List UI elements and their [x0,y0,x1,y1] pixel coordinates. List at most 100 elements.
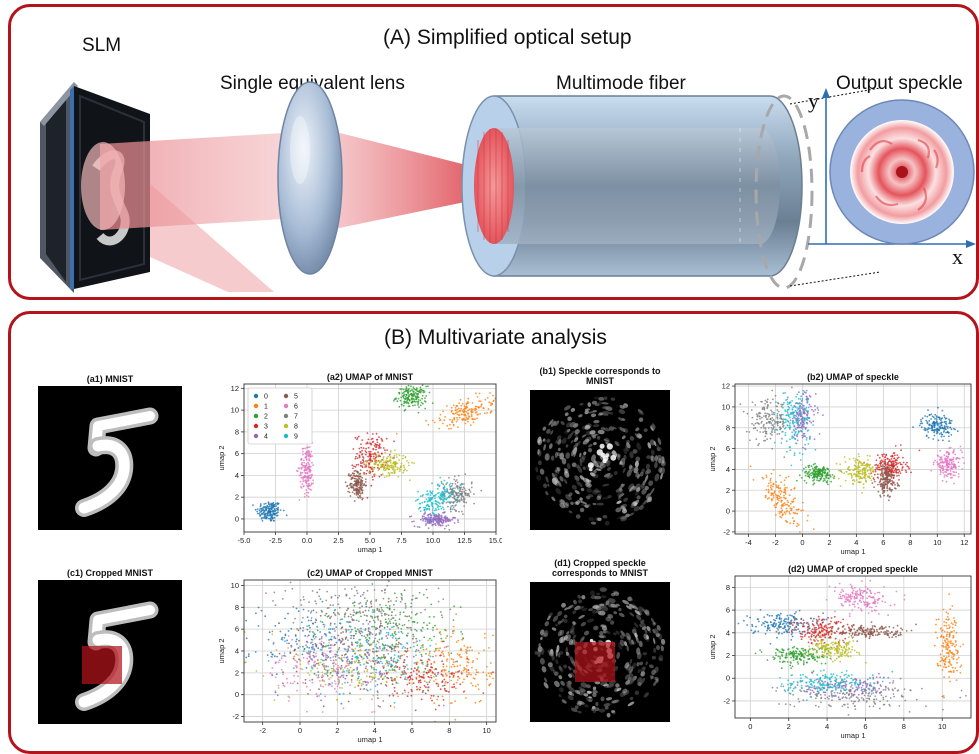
c2-point [359,664,362,666]
b2-point [875,467,878,469]
b2-point [894,461,897,464]
b2-point [891,473,893,476]
b2-point [924,429,927,432]
c2-xtick-label: 8 [447,726,451,735]
a2-point [465,405,468,408]
a2-point [415,387,418,390]
b2-point [808,470,810,473]
b2-point [889,466,892,469]
b2-point [764,439,767,442]
a2-point [461,490,463,493]
c2-point [414,628,416,631]
a2-point [448,494,451,497]
b2-point [943,435,945,438]
b2-point [853,480,856,482]
a2-point [367,464,370,467]
a2-point [436,484,439,487]
b2-point [950,419,953,422]
c2-point [439,688,442,691]
c2-point [350,616,353,618]
a2-point [435,493,437,496]
c2-point [465,670,468,673]
a2-point [480,405,482,408]
c2-point [306,635,309,638]
c2-point [350,679,353,681]
c2-point [459,606,462,608]
b2-point [886,481,889,484]
b2-point [852,457,855,460]
b2-point [868,472,870,475]
c2-point [311,590,314,592]
c2-point [422,644,424,646]
a2-point [453,475,456,478]
c2-point [333,665,335,667]
b2-point [812,476,815,478]
b2-point [891,484,894,486]
b2-ytick-label: 8 [726,423,730,432]
a2-point [415,398,417,401]
c2-point [313,648,315,650]
a2-point [463,407,466,410]
c2-point [371,633,374,636]
b2-point [824,475,827,477]
a2-legend-label: 1 [264,404,268,411]
a2-point [465,411,468,413]
a2-point [430,520,432,523]
a2-point [424,407,427,410]
b2-point [952,464,955,467]
c2-point [357,677,360,680]
c2-point [287,630,290,632]
b2-point [871,467,874,469]
b2-point [954,466,956,469]
c2-point [422,689,425,692]
b2-point [940,461,942,464]
c2-point [387,618,390,620]
a2-point [464,414,467,417]
c2-point [380,674,383,677]
a2-point [469,424,472,427]
c2-point [342,631,344,633]
b2-point [884,456,887,458]
a2-point [361,462,364,464]
c2-point [312,635,315,638]
a2-point [459,488,462,491]
a2-point [455,420,458,423]
b2-point [890,477,893,479]
c2-point [307,610,310,612]
b2-point [794,409,797,412]
c2-point [382,597,385,600]
c2-point [361,605,363,608]
b2-point [778,510,781,513]
a2-point [445,520,447,523]
c2-point [402,665,405,667]
b2-point [898,479,900,481]
b2-point [800,430,803,432]
c2-point [257,625,260,627]
a2-point [461,403,464,405]
a2-point [425,419,427,422]
c2-point [343,614,346,616]
b2-point [946,427,949,429]
a2-point [380,437,383,440]
c2-point [414,597,417,600]
c2-point [322,642,325,644]
a2-point [480,404,483,406]
b2-point [787,415,790,418]
a2-point [439,505,442,508]
a2-point [455,485,458,488]
a2-point [408,394,410,396]
a2-point [395,432,398,435]
a2-point [424,511,426,514]
b2-point [745,430,748,433]
a2-point [365,447,367,450]
c2-point [353,594,356,597]
b2-point [896,482,899,485]
a2-point [459,492,462,495]
c2-point [447,652,450,654]
a2-point [305,451,308,454]
b2-point [878,468,880,471]
c2-point [349,692,351,695]
a2-point [388,453,391,456]
a2-point [418,406,420,408]
c2-point [386,637,389,640]
